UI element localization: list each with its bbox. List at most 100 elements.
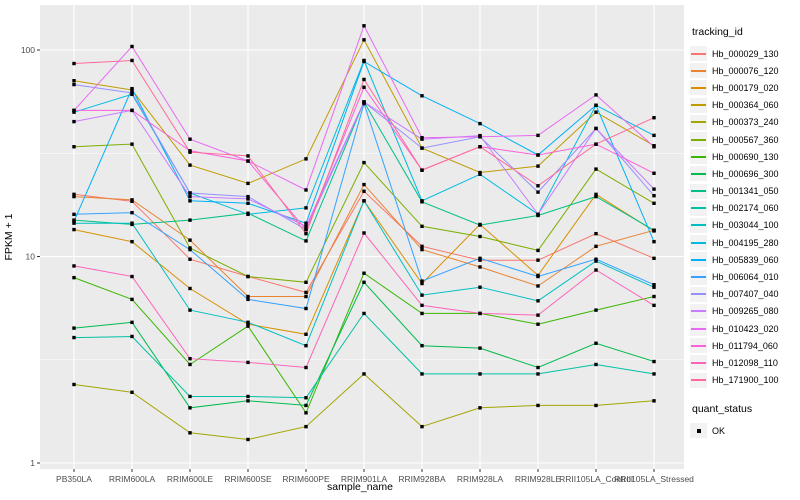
legend-color-line-icon [691, 224, 706, 227]
legend-item-label: Hb_012098_110 [712, 357, 778, 368]
data-point [478, 135, 482, 139]
data-point [594, 142, 598, 146]
data-point [130, 239, 134, 244]
legend-item-label: Hb_000690_130 [712, 151, 779, 162]
y-tick-label: 1 [30, 458, 35, 468]
data-point [72, 221, 76, 225]
data-point [72, 145, 76, 149]
data-point [420, 199, 424, 203]
data-point [304, 290, 308, 295]
legend-key-swatch [690, 338, 707, 354]
legend-item-label: Hb_000373_240 [712, 117, 779, 128]
data-point [478, 121, 482, 126]
data-point [130, 334, 134, 339]
data-point [130, 198, 134, 202]
data-point [652, 285, 656, 289]
legend-item-quant-OK: OK [690, 422, 800, 439]
data-point [304, 227, 308, 232]
data-point [652, 294, 656, 299]
legend-item-label: Hb_002174_060 [712, 203, 779, 214]
legend-item-label: OK [712, 425, 726, 436]
data-point [304, 365, 308, 370]
data-point [420, 244, 424, 249]
data-point [246, 297, 250, 302]
data-point [304, 239, 308, 243]
data-point [72, 82, 76, 87]
legend-key-swatch [690, 149, 707, 165]
legend-key-swatch [690, 423, 707, 439]
legend-item-Hb_002174_060: Hb_002174_060 [690, 200, 800, 217]
data-point [72, 110, 76, 114]
data-point [246, 197, 250, 201]
data-point [304, 294, 308, 299]
data-point [478, 258, 482, 262]
x-tick-label: RRIM928BA [398, 474, 446, 484]
legend-item-label: Hb_009265_080 [712, 306, 779, 317]
data-point [188, 286, 192, 291]
data-point [362, 59, 366, 64]
data-point [652, 303, 656, 308]
data-point [594, 167, 598, 171]
data-point [304, 280, 308, 284]
data-point [188, 356, 192, 361]
data-point [362, 38, 366, 42]
legend-item-Hb_009265_080: Hb_009265_080 [690, 303, 800, 320]
data-point [478, 285, 482, 289]
data-point [188, 247, 192, 252]
data-point [188, 191, 192, 195]
data-point [188, 431, 192, 435]
legend-item-label: Hb_000696_300 [712, 168, 779, 179]
data-point [246, 360, 250, 365]
data-point [652, 145, 656, 149]
data-point [188, 194, 192, 199]
data-point [72, 192, 76, 197]
legend-title: tracking_id [692, 26, 743, 38]
data-point [246, 437, 250, 442]
legend-key-swatch [690, 46, 707, 62]
data-point [362, 280, 366, 284]
data-point [536, 164, 540, 168]
data-point [188, 218, 192, 222]
data-point [594, 126, 598, 131]
data-point [72, 326, 76, 330]
legend-color-line-icon [691, 361, 706, 364]
x-tick-label: RRIM600SE [224, 474, 272, 484]
legend-color-line-icon [691, 379, 706, 382]
legend-item-label: Hb_000364_060 [712, 100, 779, 111]
legend-item-Hb_000076_120: Hb_000076_120 [690, 62, 800, 79]
legend-color-line-icon [691, 86, 706, 89]
data-point [72, 227, 76, 232]
legend-item-label: Hb_003044_100 [712, 220, 779, 231]
legend-item-label: Hb_006064_010 [712, 272, 779, 283]
data-point [246, 322, 250, 326]
data-point [420, 343, 424, 348]
x-tick-label: RRIM600LA [109, 474, 156, 484]
legend-color-line-icon [691, 69, 706, 72]
data-point [188, 238, 192, 242]
data-point [72, 264, 76, 268]
data-point [478, 265, 482, 269]
data-point [362, 271, 366, 275]
data-point [420, 372, 424, 376]
x-tick-label: RRIM901LA [341, 474, 388, 484]
legend-item-label: Hb_005839_060 [712, 254, 779, 265]
legend-item-label: Hb_010423_020 [712, 323, 779, 334]
legend-key-swatch [690, 114, 707, 130]
data-point [420, 168, 424, 172]
data-point [362, 77, 366, 82]
legend-color-line-icon [691, 172, 706, 175]
data-point [420, 424, 424, 429]
legend-key-swatch [690, 183, 707, 199]
data-point [72, 61, 76, 66]
data-point [536, 190, 540, 194]
data-point [188, 394, 192, 399]
data-point [478, 256, 482, 261]
data-point [420, 303, 424, 308]
data-point [652, 399, 656, 403]
black-square-point-icon [696, 428, 701, 433]
data-point [246, 194, 250, 199]
legend-item-Hb_000373_240: Hb_000373_240 [690, 114, 800, 131]
data-point [420, 281, 424, 286]
data-point [594, 231, 598, 236]
data-point [594, 194, 598, 199]
